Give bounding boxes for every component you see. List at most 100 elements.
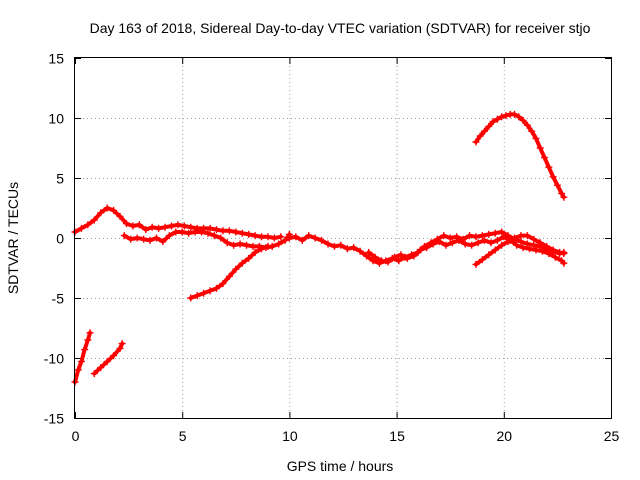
data-point: [485, 122, 493, 130]
data-point: [493, 115, 501, 123]
data-point: [159, 238, 167, 246]
data-point: [180, 222, 188, 230]
data-point: [74, 366, 82, 374]
data-point: [97, 209, 105, 217]
data-point: [148, 223, 156, 231]
data-point: [560, 193, 568, 201]
data-point: [178, 228, 186, 236]
data-point: [485, 251, 493, 259]
data-point: [219, 280, 227, 288]
tick-labels: 0 5 10 15 20 25 -15 -10 -5 0 5 10 15: [44, 51, 620, 445]
data-point: [172, 228, 180, 236]
data-point: [118, 340, 126, 348]
data-point: [277, 233, 285, 241]
data-point: [369, 257, 377, 265]
data-series: [71, 110, 568, 386]
data-point: [236, 240, 244, 248]
data-point: [532, 246, 540, 254]
data-point: [204, 229, 212, 237]
data-point: [270, 234, 278, 242]
data-point: [142, 226, 150, 234]
data-point: [500, 233, 508, 241]
data-point: [135, 221, 143, 229]
data-point: [155, 224, 163, 232]
data-point: [298, 236, 306, 244]
data-point: [86, 329, 94, 337]
data-point: [213, 226, 221, 234]
data-point: [281, 236, 289, 244]
data-point: [528, 127, 536, 135]
data-point: [472, 233, 480, 241]
data-point: [191, 228, 199, 236]
data-point: [90, 216, 98, 224]
data-point: [146, 236, 154, 244]
data-point: [526, 245, 534, 253]
data-point: [258, 233, 266, 241]
series-arc-7: [365, 233, 568, 267]
chart-title: Day 163 of 2018, Sidereal Day-to-day VTE…: [90, 20, 591, 36]
data-point: [487, 239, 495, 247]
data-point: [478, 232, 486, 240]
data-point: [258, 245, 266, 253]
data-point: [513, 241, 521, 249]
data-point: [197, 228, 205, 236]
data-point: [556, 248, 564, 256]
series-arc-5: [187, 242, 272, 302]
y-tick-label: 0: [56, 231, 64, 247]
data-point: [502, 112, 510, 120]
data-point: [519, 116, 527, 124]
data-point: [491, 229, 499, 237]
data-point: [187, 223, 195, 231]
data-point: [446, 234, 454, 242]
data-point: [238, 229, 246, 237]
data-point: [275, 240, 283, 248]
data-point: [498, 113, 506, 121]
data-point: [541, 154, 549, 162]
data-point: [343, 245, 351, 253]
data-point: [165, 232, 173, 240]
data-point: [206, 224, 214, 232]
data-point: [350, 244, 358, 252]
y-tick-label: -10: [44, 351, 64, 367]
data-point: [517, 232, 525, 240]
data-point: [474, 239, 482, 247]
data-point: [511, 110, 519, 118]
x-axis-label: GPS time / hours: [287, 458, 394, 474]
data-point: [116, 212, 124, 220]
data-point: [504, 238, 512, 246]
data-point: [498, 241, 506, 249]
data-point: [478, 256, 486, 264]
data-point: [498, 228, 506, 236]
data-point: [213, 284, 221, 292]
data-point: [122, 220, 130, 228]
data-point: [264, 233, 272, 241]
data-point: [305, 232, 313, 240]
data-point: [395, 257, 403, 265]
data-point: [103, 358, 111, 366]
data-point: [152, 234, 160, 242]
data-point: [530, 241, 538, 249]
data-point: [472, 260, 480, 268]
data-point: [423, 244, 431, 252]
x-tick-label: 10: [282, 428, 298, 444]
data-point: [292, 233, 300, 241]
data-point: [140, 235, 148, 243]
data-point: [429, 240, 437, 248]
y-tick-label: 15: [48, 51, 64, 67]
data-point: [455, 236, 463, 244]
data-point: [249, 242, 257, 250]
data-point: [410, 252, 418, 260]
data-point: [523, 240, 531, 248]
data-point: [491, 246, 499, 254]
series-arc-8: [472, 232, 568, 268]
data-point: [416, 246, 424, 254]
data-point: [493, 236, 501, 244]
data-point: [318, 236, 326, 244]
data-point: [511, 234, 519, 242]
data-point: [193, 292, 201, 300]
data-point: [532, 134, 540, 142]
data-point: [468, 241, 476, 249]
series-arc-2: [90, 340, 126, 378]
data-point: [84, 221, 92, 229]
data-point: [536, 239, 544, 247]
